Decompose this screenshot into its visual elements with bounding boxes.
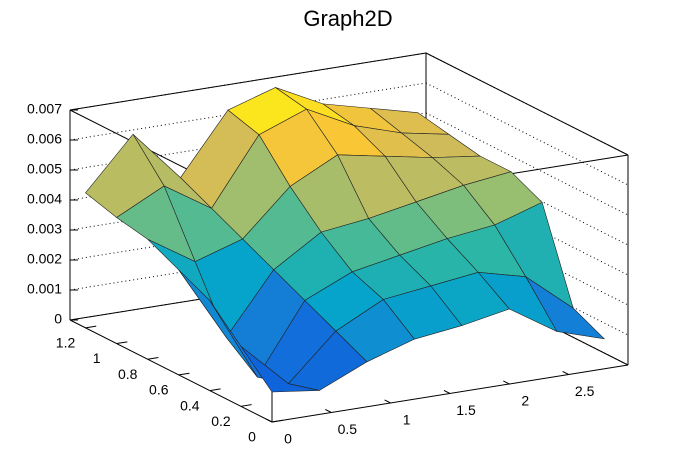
axis-line (69, 319, 273, 423)
y-tick (116, 341, 128, 345)
y-tick (85, 325, 97, 329)
grid-line (425, 262, 629, 366)
x-tick-label: 0.5 (338, 421, 358, 437)
z-tick-label: 0.006 (27, 131, 62, 147)
z-tick-label: 0.004 (27, 191, 62, 207)
x-tick (384, 399, 391, 404)
grid-line (425, 142, 629, 246)
x-tick-label: 0 (284, 431, 292, 447)
grid-line (69, 52, 427, 111)
surface-cell (240, 346, 320, 393)
x-tick-label: 2 (521, 393, 529, 409)
x-tick-label: 1.5 (456, 402, 476, 418)
y-tick-label: 1.2 (56, 335, 76, 351)
chart-title: Graph2D (303, 6, 392, 31)
y-tick-label: 0.6 (149, 382, 169, 398)
z-tick-label: 0 (54, 311, 62, 327)
x-tick (503, 380, 510, 385)
x-tick-label: 2.5 (575, 383, 595, 399)
grid-line (425, 202, 629, 306)
y-tick-label: 0.8 (118, 366, 138, 382)
z-tick-label: 0.003 (27, 221, 62, 237)
grid-line (425, 82, 629, 186)
x-tick (325, 408, 332, 413)
z-tick-label: 0.005 (27, 161, 62, 177)
y-tick-label: 0.2 (211, 413, 231, 429)
x-tick (265, 418, 273, 423)
x-tick-label: 1 (403, 412, 411, 428)
z-tick-label: 0.002 (27, 251, 62, 267)
y-tick (240, 404, 252, 407)
x-tick (443, 389, 451, 394)
y-tick-label: 1 (93, 350, 101, 366)
y-tick (178, 372, 190, 376)
x-tick (562, 370, 569, 375)
y-tick-label: 0 (248, 429, 256, 445)
y-tick-label: 0.4 (180, 397, 200, 413)
grid-line (425, 52, 629, 156)
y-tick (147, 357, 159, 360)
y-tick (271, 419, 283, 423)
grid-line (425, 112, 629, 216)
z-tick-label: 0.001 (27, 281, 62, 297)
y-tick (209, 388, 221, 392)
grid-line (425, 232, 629, 336)
grid-line (425, 172, 629, 276)
z-tick-label: 0.007 (27, 101, 62, 117)
